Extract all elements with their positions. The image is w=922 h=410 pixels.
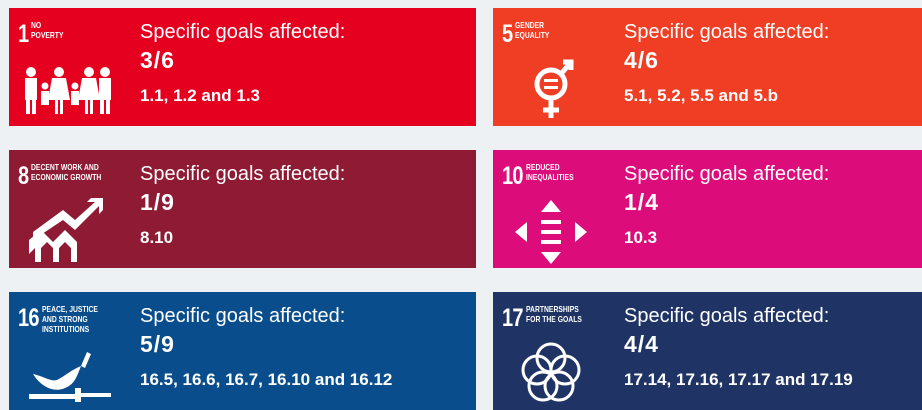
icon [25, 67, 111, 114]
sdg-card: 5 GENDER EQUALITY Specific goals affected: 4… [493, 8, 922, 126]
targets: 8.10 [140, 228, 174, 247]
heading: Specific goals affected: [140, 21, 346, 43]
goal-label: PARTNERSHIPS FOR THE GOALS [526, 304, 582, 324]
goal-label-line: GENDER [515, 20, 545, 30]
icon [515, 200, 587, 264]
fraction: 3/6 [140, 47, 175, 73]
sdg-card: 1 NO POVERTY Specific goals affected: 3/6 1.1… [9, 8, 476, 126]
goal-number: 8 [18, 162, 29, 190]
targets: 17.14, 17.16, 17.17 and 17.19 [624, 370, 853, 389]
goal-label-line: REDUCED [526, 162, 560, 172]
card-text: Specific goals affected: 1/9 8.10 [140, 162, 345, 248]
heading: Specific goals affected: [624, 21, 830, 43]
goal-icon [19, 50, 115, 122]
card-text: Specific goals affected: 1/4 10.3 [624, 162, 829, 248]
goal-number: 17 [502, 304, 523, 332]
targets: 10.3 [624, 228, 658, 247]
sdg-card: 10 REDUCED INEQUALITIES Specific goals affe… [493, 150, 922, 268]
goal-label-line: INSTITUTIONS [42, 324, 90, 334]
fraction: 1/9 [140, 189, 175, 215]
goal-label-line: DECENT WORK AND [31, 162, 99, 172]
goal-label: PEACE, JUSTICE AND STRONG INSTITUTIONS [42, 304, 98, 334]
card-text: Specific goals affected: 3/6 1.1, 1.2 and … [140, 20, 345, 106]
card-text: Specific goals affected: 4/6 5.1, 5.2, 5.5… [624, 20, 829, 106]
goal-number: 16 [18, 304, 39, 332]
goal-label-line: NO [31, 20, 42, 30]
goal-label: DECENT WORK AND ECONOMIC GROWTH [31, 162, 101, 182]
targets: 5.1, 5.2, 5.5 and 5.b [624, 86, 779, 105]
goal-label-line: INEQUALITIES [526, 172, 574, 182]
goal-label: NO POVERTY [31, 20, 64, 40]
sdg-card: 16 PEACE, JUSTICE AND STRONG INSTITUTIONS Sp… [9, 292, 476, 410]
heading: Specific goals affected: [140, 163, 346, 185]
goal-label: REDUCED INEQUALITIES [526, 162, 574, 182]
goal-label-line: PARTNERSHIPS [526, 304, 579, 314]
fraction: 1/4 [624, 189, 659, 215]
fraction: 4/4 [624, 331, 659, 357]
goal-label: GENDER EQUALITY [515, 20, 549, 40]
heading: Specific goals affected: [624, 163, 830, 185]
goal-icon [503, 192, 599, 264]
targets: 1.1, 1.2 and 1.3 [140, 86, 261, 105]
goal-icon [19, 334, 115, 406]
fraction: 5/9 [140, 331, 175, 357]
heading: Specific goals affected: [140, 305, 346, 327]
icon [521, 342, 581, 402]
goal-label-line: POVERTY [31, 30, 64, 40]
icon [29, 352, 111, 402]
goal-icon [503, 50, 599, 122]
goal-label-line: FOR THE GOALS [526, 314, 582, 324]
sdg-card: 17 PARTNERSHIPS FOR THE GOALS Specific goal… [493, 292, 922, 410]
targets: 16.5, 16.6, 16.7, 16.10 and 16.12 [140, 370, 393, 389]
goal-label-line: EQUALITY [515, 30, 550, 40]
icon [534, 59, 574, 118]
fraction: 4/6 [624, 47, 659, 73]
goal-icon [19, 192, 115, 264]
goal-label-line: AND STRONG [42, 314, 88, 324]
goal-number: 10 [502, 162, 523, 190]
goal-label-line: ECONOMIC GROWTH [31, 172, 102, 182]
heading: Specific goals affected: [624, 305, 830, 327]
sdg-card: 8 DECENT WORK AND ECONOMIC GROWTH Specific … [9, 150, 476, 268]
goal-label-line: PEACE, JUSTICE [42, 304, 98, 314]
card-text: Specific goals affected: 5/9 16.5, 16.6, 1… [140, 304, 392, 390]
card-text: Specific goals affected: 4/4 17.14, 17.16,… [624, 304, 853, 390]
goal-number: 1 [18, 20, 29, 48]
goal-icon [503, 334, 599, 406]
goal-number: 5 [502, 20, 513, 48]
icon [29, 198, 103, 262]
